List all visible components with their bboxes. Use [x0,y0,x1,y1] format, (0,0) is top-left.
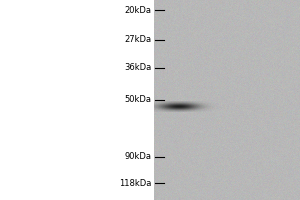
Text: 118kDa: 118kDa [119,179,152,188]
Text: 27kDa: 27kDa [124,35,152,44]
Text: 20kDa: 20kDa [124,6,152,15]
Text: 50kDa: 50kDa [124,95,152,104]
Text: 90kDa: 90kDa [124,152,152,161]
Text: 36kDa: 36kDa [124,63,152,72]
